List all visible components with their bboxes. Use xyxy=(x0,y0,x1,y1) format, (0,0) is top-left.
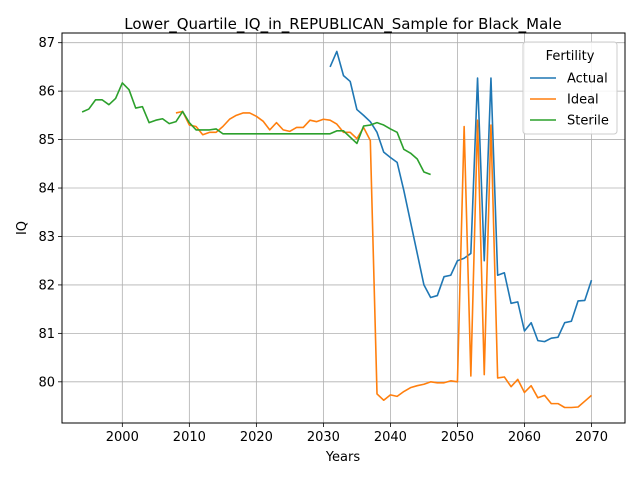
legend-label-ideal: Ideal xyxy=(567,93,599,108)
x-tick-label: 2040 xyxy=(374,430,407,445)
x-tick-label: 2010 xyxy=(173,430,206,445)
x-axis-ticks: 2000 2010 2020 2030 2040 2050 2060 2070 xyxy=(106,423,608,445)
legend-title: Fertility xyxy=(546,49,595,64)
legend-label-sterile: Sterile xyxy=(567,114,609,129)
y-tick-label: 84 xyxy=(38,182,55,197)
x-tick-label: 2020 xyxy=(240,430,273,445)
x-tick-label: 2070 xyxy=(575,430,608,445)
x-tick-label: 2060 xyxy=(508,430,541,445)
x-tick-label: 2030 xyxy=(307,430,340,445)
series-line-sterile xyxy=(81,82,431,176)
legend: Fertility Actual Ideal Sterile xyxy=(522,41,618,135)
legend-label-actual: Actual xyxy=(567,72,608,87)
y-tick-label: 81 xyxy=(38,327,55,342)
y-tick-label: 80 xyxy=(38,375,55,390)
chart-title: Lower_Quartile_IQ_in_REPUBLICAN_Sample f… xyxy=(124,15,561,34)
y-axis-ticks: 80 81 82 83 84 85 86 87 xyxy=(38,36,62,390)
y-tick-label: 82 xyxy=(38,278,55,293)
x-tick-label: 2000 xyxy=(106,430,139,445)
legend-items: Actual Ideal Sterile xyxy=(530,72,609,129)
plot-frame xyxy=(61,32,626,424)
legend-box xyxy=(522,41,618,135)
x-tick-label: 2050 xyxy=(441,430,474,445)
y-tick-label: 83 xyxy=(38,230,55,245)
series-line-ideal xyxy=(175,110,593,409)
x-axis-label: Years xyxy=(325,450,361,465)
y-tick-label: 86 xyxy=(38,85,55,100)
y-axis-label: IQ xyxy=(15,221,30,235)
y-tick-label: 85 xyxy=(38,133,55,148)
y-tick-label: 87 xyxy=(38,36,55,51)
series-lines xyxy=(81,50,593,409)
